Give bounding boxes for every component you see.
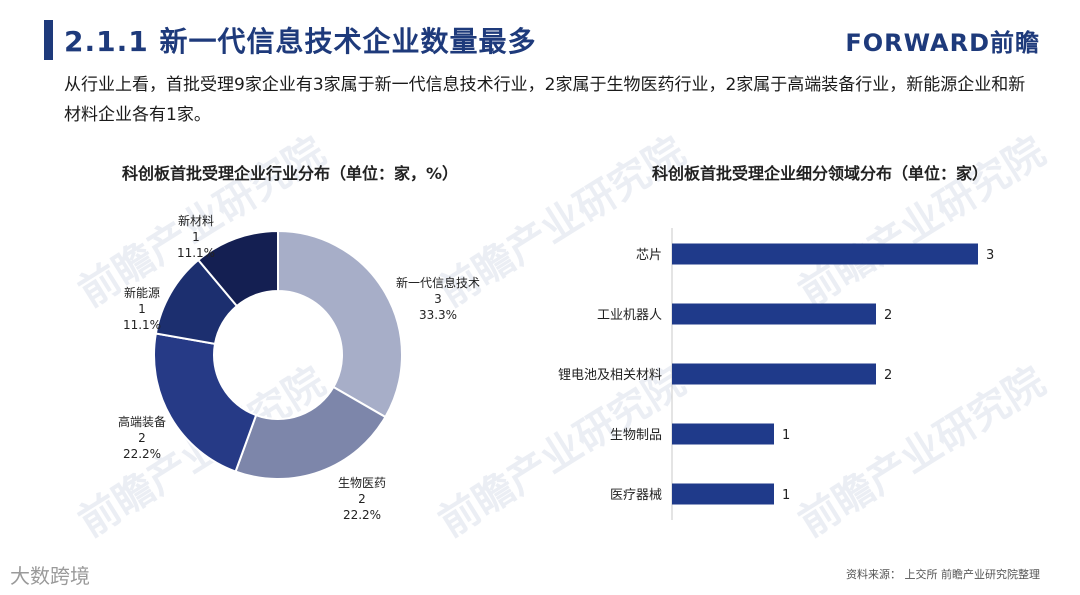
pie-label-4-2: 11.1% [177, 246, 215, 260]
pie-label-3-1: 1 [138, 302, 146, 316]
pie-label-2-0: 高端装备 [118, 414, 166, 429]
pie-label-2-2: 22.2% [123, 447, 161, 461]
pie-label-1-1: 2 [358, 492, 366, 506]
pie-label-4-0: 新材料 [178, 213, 214, 228]
pie-label-3-2: 11.1% [123, 318, 161, 332]
brand-logo: FORWARD前瞻 [845, 29, 1040, 57]
bar-2 [672, 363, 876, 385]
bar-value-label-4: 1 [782, 488, 790, 503]
pie-slice-0 [277, 229, 403, 419]
pie-label-1-0: 生物医药 [338, 476, 386, 490]
pie-label-0-0: 新一代信息技术 [396, 275, 480, 290]
bar-value-label-3: 1 [782, 428, 790, 443]
source-note: 资料来源： 上交所 前瞻产业研究院整理 [846, 568, 1040, 581]
pie-label-1-2: 22.2% [343, 508, 381, 522]
bar-chart-title: 科创板首批受理企业细分领域分布（单位：家） [651, 164, 988, 183]
pie-label-2-1: 2 [138, 431, 146, 445]
pie-chart-title: 科创板首批受理企业行业分布（单位：家，%） [121, 164, 459, 183]
bar-category-label-3: 生物制品 [610, 428, 662, 443]
pie-slice-1 [234, 385, 387, 480]
pie-label-3-0: 新能源 [124, 285, 160, 300]
bar-value-label-0: 3 [986, 248, 994, 263]
bar-1 [672, 303, 876, 325]
bar-3 [672, 423, 774, 445]
bar-category-label-0: 芯片 [636, 248, 662, 263]
bar-category-label-2: 锂电池及相关材料 [558, 368, 662, 383]
bar-4 [672, 483, 774, 505]
bar-category-label-4: 医疗器械 [610, 488, 662, 503]
site-stamp: 大数跨境 [10, 564, 90, 588]
intro-paragraph: 从行业上看，首批受理9家企业有3家属于新一代信息技术行业，2家属于生物医药行业，… [64, 75, 1026, 125]
bar-value-label-1: 2 [884, 308, 892, 323]
pie-slice-2 [153, 332, 258, 473]
bar-category-label-1: 工业机器人 [597, 308, 662, 323]
pie-label-0-2: 33.3% [419, 308, 457, 322]
pie-label-4-1: 1 [192, 230, 200, 244]
bar-0 [672, 243, 978, 265]
pie-slice-4 [196, 229, 279, 308]
bar-value-label-2: 2 [884, 368, 892, 383]
page-title: 2.1.1 新一代信息技术企业数量最多 [64, 25, 537, 58]
title-accent-bar [44, 20, 53, 60]
pie-label-0-1: 3 [434, 292, 442, 306]
